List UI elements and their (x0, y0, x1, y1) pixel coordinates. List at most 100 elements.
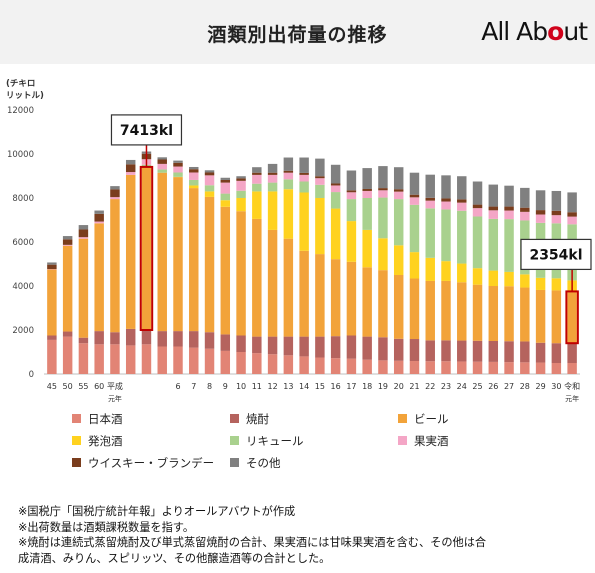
x-tick-label: 23 (441, 382, 451, 391)
bar-segment (62, 336, 73, 374)
bar-segment (409, 278, 420, 340)
bar-segment (425, 340, 435, 362)
x-tick-label: 18 (362, 382, 372, 391)
bar-segment (330, 192, 341, 209)
bar-segment (204, 172, 215, 176)
bar-segment (457, 210, 467, 264)
footnote-categories-2: 成清酒、みりん、スピリッツ、その他醸造酒等の合計とした。 (18, 551, 331, 565)
bar-segment (252, 191, 262, 219)
bar-segment (236, 176, 246, 179)
bar-segment (125, 172, 136, 175)
bar-segment (252, 174, 262, 184)
x-tick-sublabel: 元年 (108, 394, 122, 403)
bar-segment (504, 185, 514, 207)
bar-segment (94, 221, 104, 224)
bar-segment (425, 174, 435, 198)
bar-segment (189, 188, 199, 332)
bar-segment (267, 336, 278, 355)
bar-segment (220, 334, 231, 351)
bar-segment (267, 354, 278, 374)
footnote-categories-1: ※焼酎は連続式蒸留焼酎及び単式蒸留焼酎の合計、果実酒には甘味果実酒を含む、その他… (18, 536, 487, 549)
y-tick-label: 4000 (12, 282, 34, 292)
bar-segment (330, 358, 341, 374)
bar-segment (94, 344, 104, 374)
bar-segment (204, 175, 215, 186)
legend-swatch (230, 458, 239, 467)
bar-segment (110, 332, 120, 345)
x-tick-label: 24 (457, 382, 467, 391)
y-tick-label: 8000 (12, 194, 34, 204)
bar-segment (94, 223, 104, 332)
bar-segment (110, 189, 120, 198)
bar-segment (488, 218, 499, 271)
bar-segment (425, 280, 435, 341)
bar-segment (189, 331, 199, 348)
legend-label: ビール (414, 412, 449, 426)
bar-segment (567, 291, 577, 344)
bar-segment (252, 353, 262, 374)
bar-segment (110, 199, 120, 333)
x-tick-label: 12 (267, 382, 277, 391)
bar-segment (78, 237, 89, 239)
bar-segment (362, 188, 372, 191)
bar-segment (378, 188, 388, 191)
brand-suffix: ut (563, 17, 588, 46)
bar-segment (378, 238, 388, 271)
bar-segment (488, 210, 499, 219)
bar-segment (457, 282, 467, 341)
bar-segment (488, 206, 499, 211)
bar-segment (409, 252, 420, 279)
bar-segment (330, 183, 341, 186)
bar-segment (330, 336, 341, 359)
bar-segment (441, 175, 451, 199)
bar-segment (173, 162, 183, 167)
bar-segment (47, 339, 57, 374)
bar-segment (267, 229, 278, 337)
bar-segment (535, 277, 546, 290)
bar-segment (378, 360, 388, 374)
bar-segment (157, 169, 167, 173)
x-tick-label: 令和 (564, 381, 580, 391)
bar-segment (504, 286, 514, 342)
bar-segment (520, 362, 530, 374)
bar-segment (472, 181, 483, 205)
bar-segment (378, 270, 388, 338)
bar-segment (409, 197, 420, 205)
bar-segment (299, 356, 309, 374)
bar-segment (441, 361, 451, 374)
bar-segment (330, 259, 341, 337)
x-tick-label: 11 (252, 382, 262, 391)
y-tick-label: 6000 (12, 238, 34, 248)
bar-segment (409, 204, 420, 253)
bar-segment (189, 169, 199, 173)
legend-label: その他 (246, 456, 281, 470)
bar-segment (551, 190, 562, 211)
x-tick-label: 16 (331, 382, 341, 391)
bar-segment (47, 269, 57, 336)
bar-segment (157, 159, 167, 164)
bar-segment (472, 208, 483, 217)
bar-segment (425, 361, 435, 374)
bar-segment (78, 343, 89, 374)
bar-segment (283, 355, 294, 374)
chart-title: 酒類別出荷量の推移 (207, 24, 388, 46)
bar-segment (535, 362, 546, 374)
bar-segment (504, 271, 514, 287)
bar-segment (520, 287, 530, 342)
bar-segment (173, 346, 183, 374)
bar-segment (551, 343, 562, 363)
bar-segment (62, 236, 73, 240)
bar-segment (267, 163, 278, 173)
bar-segment (393, 360, 404, 374)
bar-segment (267, 172, 278, 175)
y-tick-label: 0 (29, 370, 34, 380)
bar-segment (125, 345, 136, 374)
bar-segment (189, 172, 199, 180)
legend-swatch (230, 436, 239, 445)
bar-segment (551, 290, 562, 344)
x-tick-label: 22 (425, 382, 435, 391)
bar-segment (330, 208, 341, 260)
bar-segment (551, 278, 562, 291)
bar-segment (457, 340, 467, 362)
bar-segment (315, 178, 325, 185)
